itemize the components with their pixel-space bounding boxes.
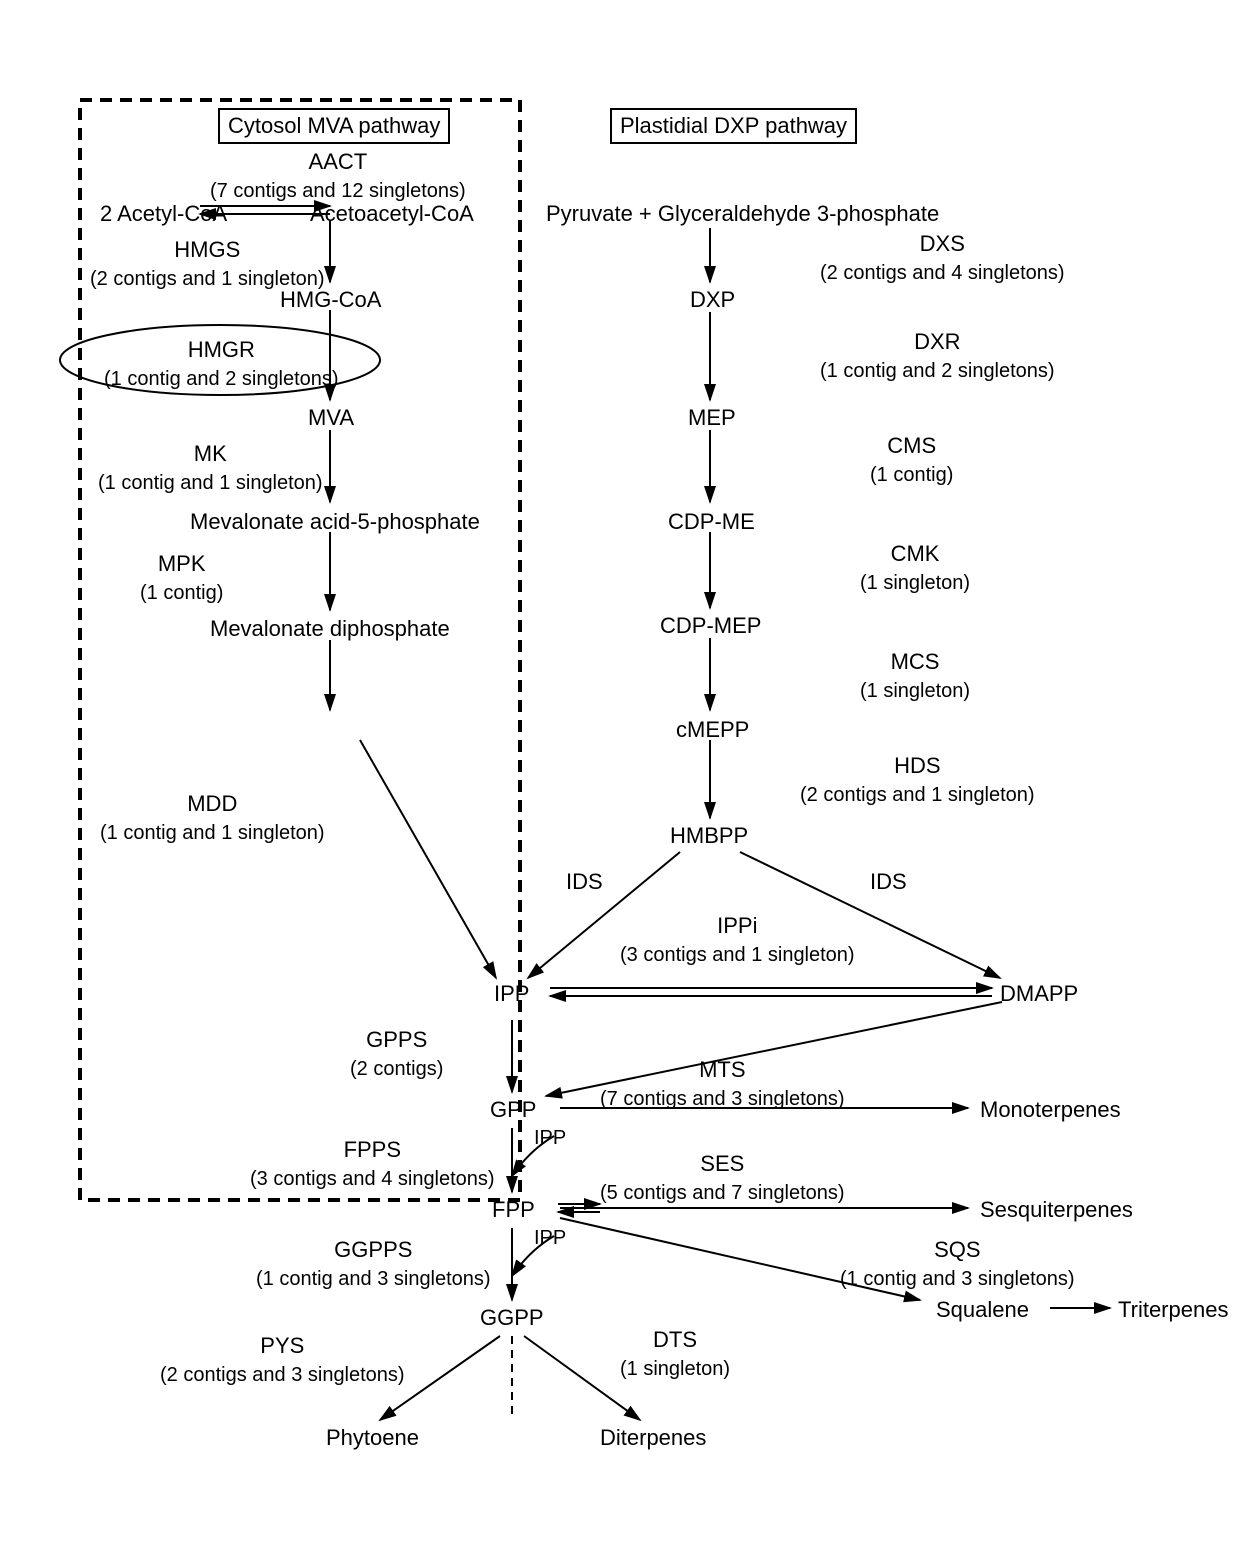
enzyme-ses-info: (5 contigs and 7 singletons) — [600, 1182, 845, 1204]
enzyme-dts: DTS (1 singleton) — [620, 1326, 730, 1382]
enzyme-dxs-info: (2 contigs and 4 singletons) — [820, 262, 1065, 284]
enzyme-mts-info: (7 contigs and 3 singletons) — [600, 1088, 845, 1110]
enzyme-mcs-name: MCS — [891, 649, 940, 674]
enzyme-dts-info: (1 singleton) — [620, 1358, 730, 1380]
enzyme-mdd: MDD (1 contig and 1 singleton) — [100, 790, 325, 846]
met-right-start: Pyruvate + Glyceraldehyde 3-phosphate — [546, 200, 939, 228]
met-gpp: GPP — [490, 1096, 536, 1124]
enzyme-dts-name: DTS — [653, 1327, 697, 1352]
enzyme-aact-name: AACT — [309, 149, 368, 174]
met-cmepp: cMEPP — [676, 716, 749, 744]
enzyme-dxr-name: DXR — [914, 329, 960, 354]
enzyme-ids-l: IDS — [566, 868, 603, 896]
enzyme-hds: HDS (2 contigs and 1 singleton) — [800, 752, 1035, 808]
enzyme-pys-name: PYS — [260, 1333, 304, 1358]
met-2acetylcoa: 2 Acetyl-CoA — [100, 200, 227, 228]
enzyme-sqs-name: SQS — [934, 1237, 980, 1262]
met-squalene: Squalene — [936, 1296, 1029, 1324]
enzyme-cmk: CMK (1 singleton) — [860, 540, 970, 596]
met-mep: MEP — [688, 404, 736, 432]
enzyme-mpk-info: (1 contig) — [140, 582, 223, 604]
enzyme-cmk-name: CMK — [891, 541, 940, 566]
met-phytoene: Phytoene — [326, 1424, 419, 1452]
enzyme-ggpps-name: GGPPS — [334, 1237, 412, 1262]
enzyme-mcs-info: (1 singleton) — [860, 680, 970, 702]
met-ipp: IPP — [494, 980, 529, 1008]
enzyme-mk: MK (1 contig and 1 singleton) — [98, 440, 323, 496]
enzyme-ggpps: GGPPS (1 contig and 3 singletons) — [256, 1236, 491, 1292]
enzyme-hmgr: HMGR (1 contig and 2 singletons) — [104, 336, 339, 392]
enzyme-ippi-name: IPPi — [717, 913, 757, 938]
enzyme-mts: MTS (7 contigs and 3 singletons) — [600, 1056, 845, 1112]
enzyme-sqs-info: (1 contig and 3 singletons) — [840, 1268, 1075, 1290]
met-ggpp: GGPP — [480, 1304, 544, 1332]
enzyme-ippi-info: (3 contigs and 1 singleton) — [620, 944, 855, 966]
enzyme-pys-info: (2 contigs and 3 singletons) — [160, 1364, 405, 1386]
met-fpp: FPP — [492, 1196, 535, 1224]
met-mdp: Mevalonate diphosphate — [210, 615, 450, 643]
enzyme-dxs: DXS (2 contigs and 4 singletons) — [820, 230, 1065, 286]
met-ipp-s2: IPP — [534, 1226, 566, 1251]
met-sesquiterpenes: Sesquiterpenes — [980, 1196, 1133, 1224]
enzyme-hmgs-name: HMGS — [174, 237, 240, 262]
enzyme-mk-name: MK — [194, 441, 227, 466]
enzyme-mk-info: (1 contig and 1 singleton) — [98, 472, 323, 494]
enzyme-gpps: GPPS (2 contigs) — [350, 1026, 443, 1082]
enzyme-sqs: SQS (1 contig and 3 singletons) — [840, 1236, 1075, 1292]
met-dxp: DXP — [690, 286, 735, 314]
enzyme-mcs: MCS (1 singleton) — [860, 648, 970, 704]
enzyme-gpps-info: (2 contigs) — [350, 1058, 443, 1080]
met-ma5p: Mevalonate acid-5-phosphate — [190, 508, 480, 536]
enzyme-hmgs: HMGS (2 contigs and 1 singleton) — [90, 236, 325, 292]
title-left: Cytosol MVA pathway — [218, 108, 450, 144]
enzyme-ippi: IPPi (3 contigs and 1 singleton) — [620, 912, 855, 968]
enzyme-fpps-name: FPPS — [344, 1137, 401, 1162]
met-cdpmep: CDP-MEP — [660, 612, 761, 640]
enzyme-ses: SES (5 contigs and 7 singletons) — [600, 1150, 845, 1206]
enzyme-mdd-info: (1 contig and 1 singleton) — [100, 822, 325, 844]
enzyme-mts-name: MTS — [699, 1057, 745, 1082]
enzyme-dxr-info: (1 contig and 2 singletons) — [820, 360, 1055, 382]
enzyme-aact: AACT (7 contigs and 12 singletons) — [210, 148, 466, 204]
met-diterpenes: Diterpenes — [600, 1424, 706, 1452]
met-cdpme: CDP-ME — [668, 508, 755, 536]
enzyme-hmgr-info: (1 contig and 2 singletons) — [104, 368, 339, 390]
enzyme-cmk-info: (1 singleton) — [860, 572, 970, 594]
met-hmgcoa: HMG-CoA — [280, 286, 381, 314]
met-ipp-s1: IPP — [534, 1126, 566, 1151]
enzyme-mpk-name: MPK — [158, 551, 206, 576]
enzyme-fpps-info: (3 contigs and 4 singletons) — [250, 1168, 495, 1190]
met-acetoacetylcoa: Acetoacetyl-CoA — [310, 200, 474, 228]
enzyme-ggpps-info: (1 contig and 3 singletons) — [256, 1268, 491, 1290]
met-triterpenes: Triterpenes — [1118, 1296, 1228, 1324]
enzyme-mpk: MPK (1 contig) — [140, 550, 223, 606]
enzyme-pys: PYS (2 contigs and 3 singletons) — [160, 1332, 405, 1388]
enzyme-gpps-name: GPPS — [366, 1027, 427, 1052]
met-monoterpenes: Monoterpenes — [980, 1096, 1121, 1124]
enzyme-mdd-name: MDD — [187, 791, 237, 816]
title-right: Plastidial DXP pathway — [610, 108, 857, 144]
enzyme-dxs-name: DXS — [920, 231, 965, 256]
enzyme-aact-info: (7 contigs and 12 singletons) — [210, 180, 466, 202]
enzyme-dxr: DXR (1 contig and 2 singletons) — [820, 328, 1055, 384]
enzyme-ses-name: SES — [700, 1151, 744, 1176]
enzyme-cms-info: (1 contig) — [870, 464, 953, 486]
enzyme-cms-name: CMS — [887, 433, 936, 458]
enzyme-cms: CMS (1 contig) — [870, 432, 953, 488]
enzyme-hds-name: HDS — [894, 753, 940, 778]
met-dmapp: DMAPP — [1000, 980, 1078, 1008]
enzyme-ids-r: IDS — [870, 868, 907, 896]
met-hmbpp: HMBPP — [670, 822, 748, 850]
enzyme-fpps: FPPS (3 contigs and 4 singletons) — [250, 1136, 495, 1192]
enzyme-hds-info: (2 contigs and 1 singleton) — [800, 784, 1035, 806]
met-mva: MVA — [308, 404, 354, 432]
enzyme-hmgr-name: HMGR — [188, 337, 255, 362]
